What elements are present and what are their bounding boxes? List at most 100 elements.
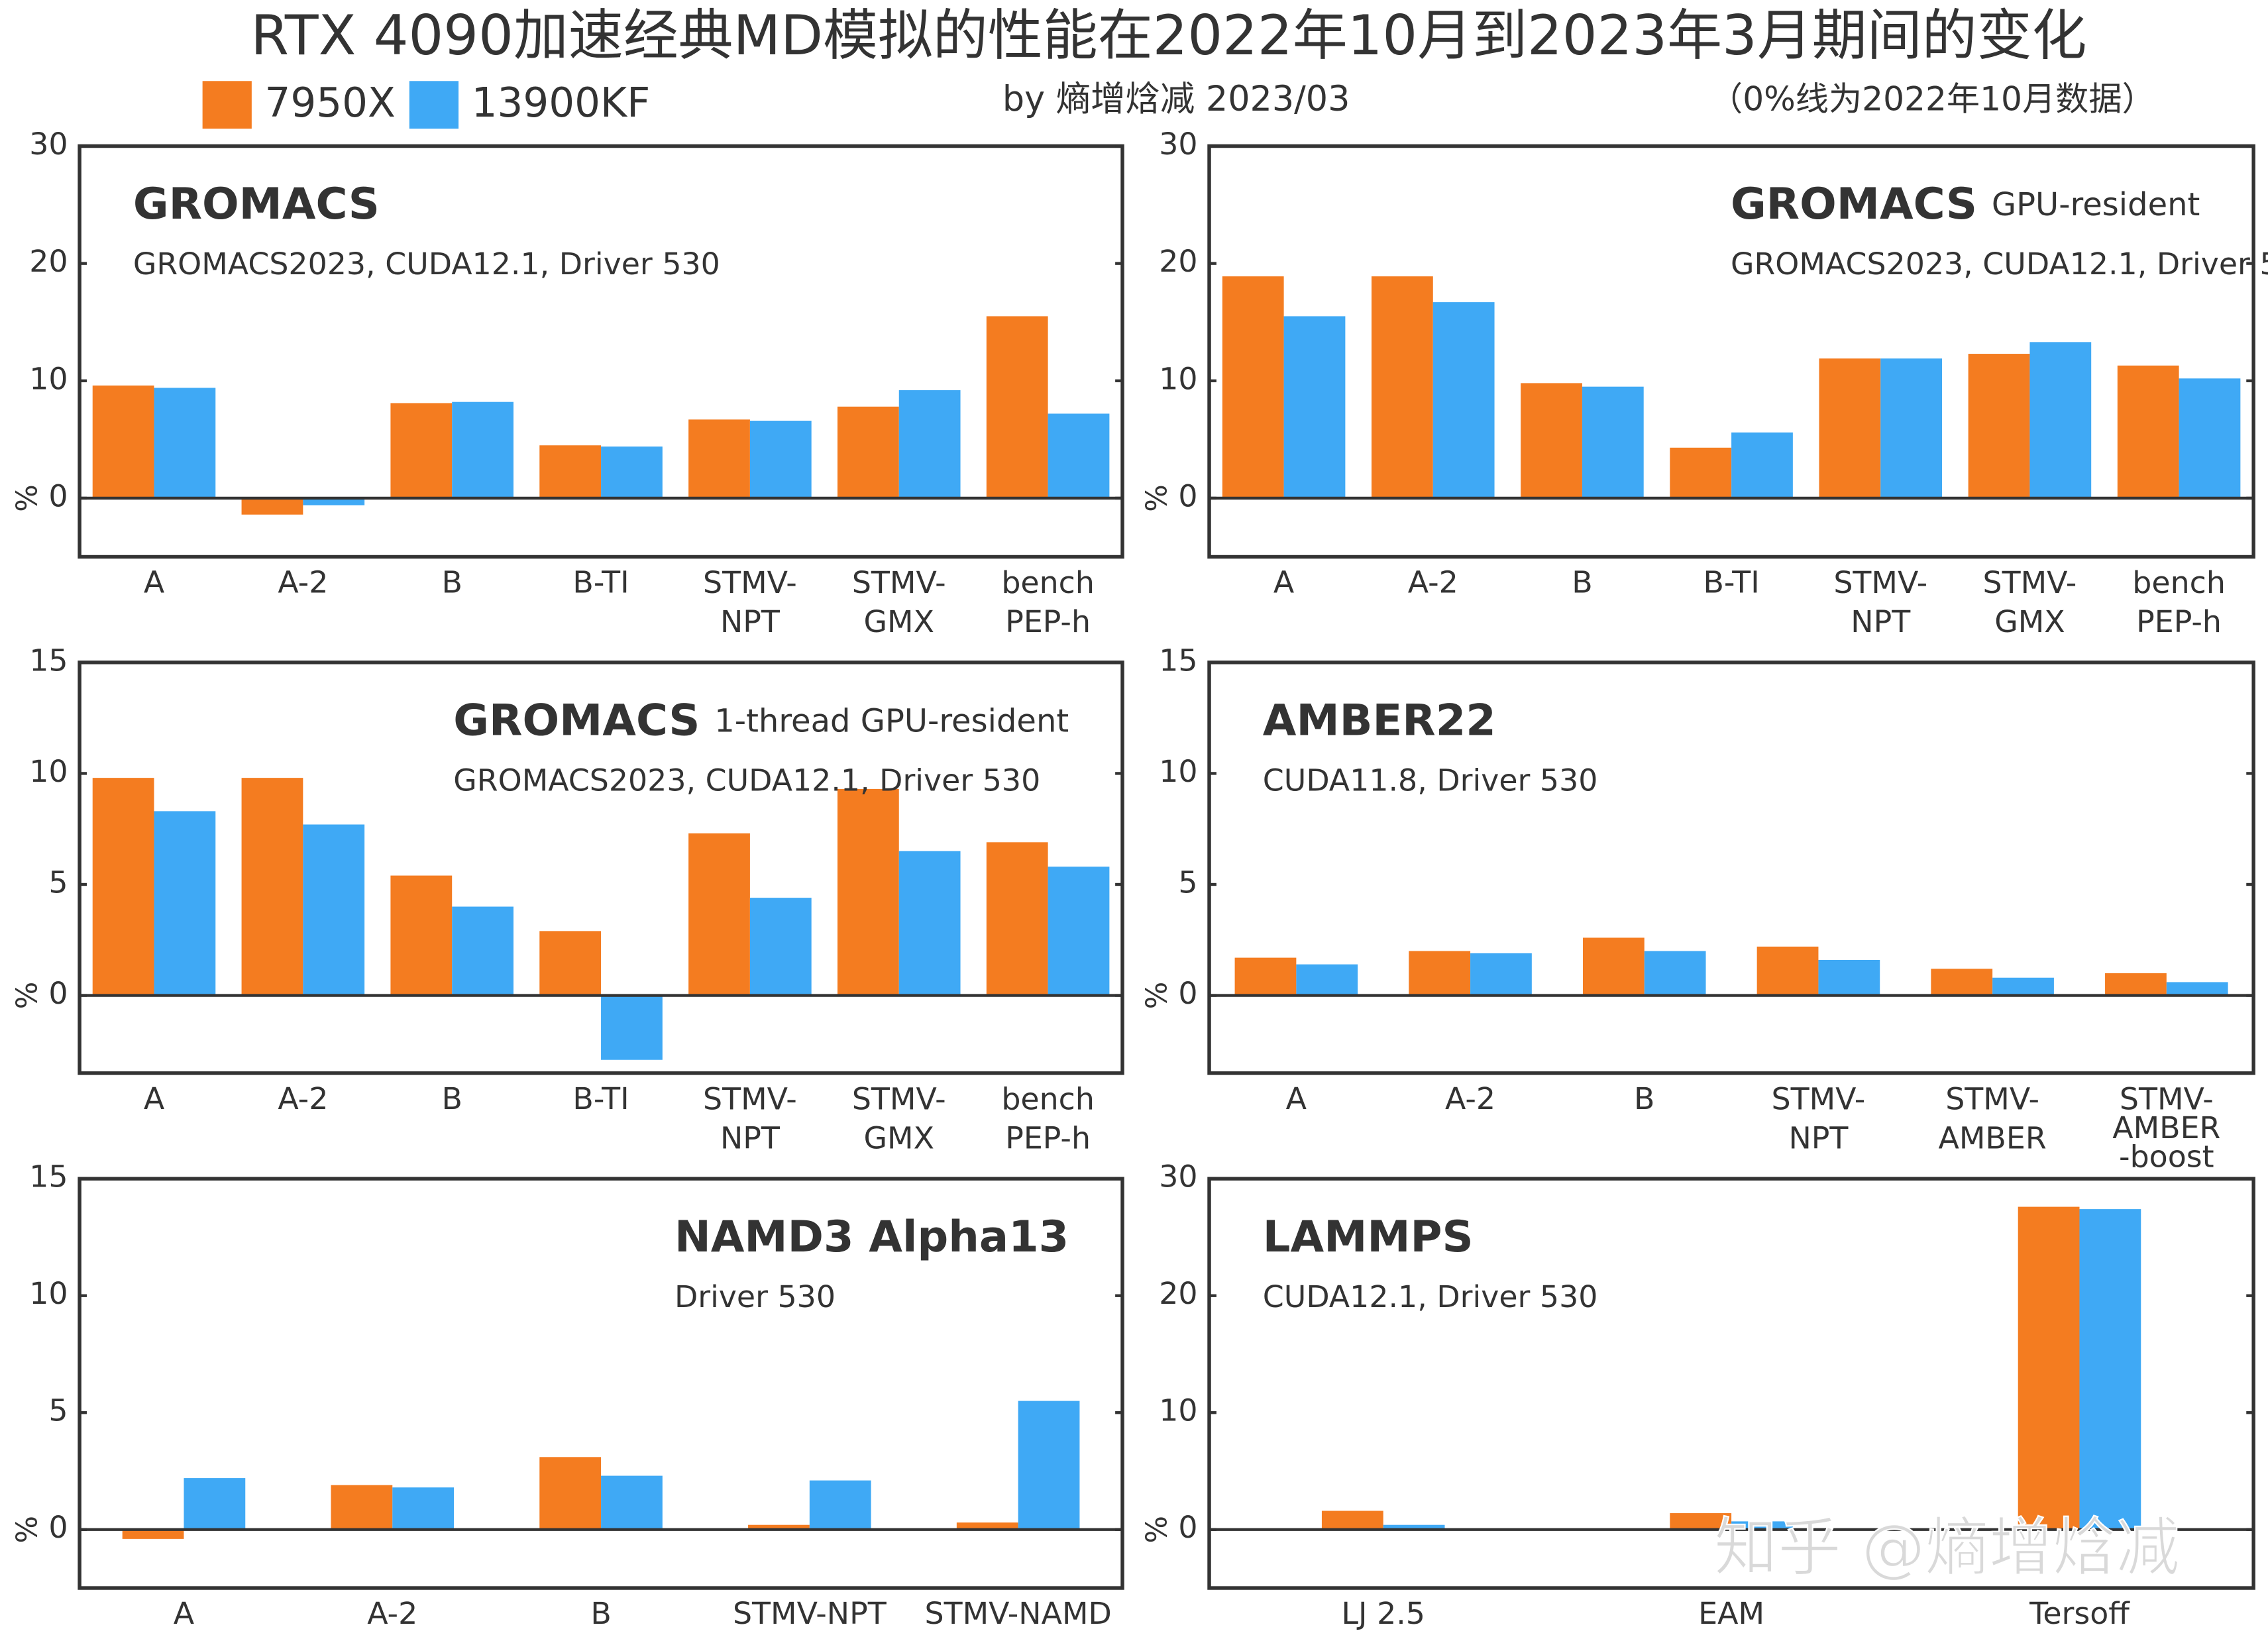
bar xyxy=(1992,977,2054,996)
panels: 0 10 20 30 A A-2 B B-TI STMV-NPT STMV-GMX bench PEP… xyxy=(11,126,2268,1631)
chart-panel: 0 5 10 15 A A-2 B STMV-NPT STMV-AMBER STMV-AMBER -… xyxy=(1140,642,2255,1174)
plot-frame xyxy=(78,1177,1124,1590)
y-axis-label: % xyxy=(11,484,44,511)
panel-title-main: LAMMPS xyxy=(1263,1212,1474,1262)
x-tick-label: A-2 xyxy=(367,1595,417,1631)
x-tick-label: STMV-NPT xyxy=(703,564,797,639)
x-tick-label: A xyxy=(174,1595,194,1631)
panel-title: GROMACS xyxy=(133,179,380,229)
bar xyxy=(749,421,812,498)
bar xyxy=(898,851,961,996)
x-tick-label: STMV-AMBER -boost xyxy=(2112,1081,2220,1174)
bar xyxy=(688,419,750,498)
y-tick-label: 30 xyxy=(29,126,68,162)
bar xyxy=(539,931,602,996)
bar xyxy=(986,316,1048,498)
plot-frame xyxy=(78,661,1124,1075)
panel-subtitle: 1-thread GPU-resident xyxy=(714,703,1069,740)
x-tick-label: B xyxy=(1634,1081,1654,1116)
y-tick-label: 10 xyxy=(29,360,68,396)
x-tick-label: STMV-NPT xyxy=(703,1081,797,1155)
y-axis-label: % xyxy=(1140,484,1174,511)
bar xyxy=(154,811,216,996)
panel-title: GROMACS GPU-resident xyxy=(1731,179,2200,229)
panel-title-main: GROMACS xyxy=(1731,179,1977,229)
y-axis-label: % xyxy=(11,982,44,1009)
y-axis-label: % xyxy=(11,1516,44,1543)
bar xyxy=(1819,358,1881,498)
panel-note: GROMACS2023, CUDA12.1, Driver 530 xyxy=(453,763,1040,798)
plot-frame xyxy=(1207,1177,2255,1590)
baseline-note: （0%线为2022年10月数据） xyxy=(1709,79,2155,118)
bar xyxy=(2079,1209,2141,1530)
bar xyxy=(241,778,303,996)
bar xyxy=(1321,1510,1383,1530)
y-tick-label: 0 xyxy=(1178,478,1197,513)
bar xyxy=(390,403,453,498)
x-tick-label: bench PEP-h xyxy=(2132,564,2226,639)
bar xyxy=(2105,973,2167,996)
x-tick-label: A xyxy=(1273,564,1294,600)
bar xyxy=(1756,946,1819,996)
bar xyxy=(809,1480,871,1530)
x-tick-label: STMV-NAMD xyxy=(924,1595,1111,1631)
x-tick-label: B-TI xyxy=(572,1081,629,1116)
bar xyxy=(1048,867,1110,996)
bar xyxy=(688,833,750,996)
x-tick-label: A-2 xyxy=(278,564,328,600)
x-tick-label: B xyxy=(441,564,462,600)
legend-swatch xyxy=(409,81,459,129)
bar xyxy=(601,446,663,498)
bar xyxy=(2117,365,2179,498)
bar xyxy=(241,498,303,515)
bar xyxy=(1818,959,1880,996)
plot-frame xyxy=(1207,661,2255,1075)
panel-title: GROMACS 1-thread GPU-resident xyxy=(453,696,1069,746)
bar xyxy=(303,498,365,505)
bar xyxy=(2179,378,2241,498)
panel-note: Driver 530 xyxy=(675,1279,836,1314)
x-tick-label: STMV-GMX xyxy=(852,1081,946,1155)
bar xyxy=(1644,951,1706,996)
bar xyxy=(122,1529,184,1539)
bar xyxy=(390,875,453,996)
panel-subtitle: GPU-resident xyxy=(1992,186,2200,223)
bar xyxy=(1968,354,2030,498)
bar xyxy=(2166,982,2228,996)
bar xyxy=(184,1478,246,1530)
bar xyxy=(749,898,812,996)
legend-label: 13900KF xyxy=(472,80,651,127)
figure-title: RTX 4090加速经典MD模拟的性能在2022年10月到2023年3月期间的变… xyxy=(250,3,2086,68)
bar xyxy=(1222,276,1284,498)
x-tick-label: STMV-GMX xyxy=(1983,564,2077,639)
panel-note: CUDA12.1, Driver 530 xyxy=(1263,1279,1598,1314)
watermark: 知乎 @熵增焓减 xyxy=(1714,1510,2180,1585)
bar xyxy=(601,1475,663,1530)
x-tick-label: A xyxy=(1286,1081,1307,1116)
panel-title-main: NAMD3 Alpha13 xyxy=(675,1212,1069,1262)
x-tick-label: A xyxy=(144,1081,164,1116)
bar xyxy=(1521,383,1582,498)
x-tick-label: A-2 xyxy=(1408,564,1458,600)
bar xyxy=(1931,969,1993,996)
y-tick-label: 5 xyxy=(48,1393,68,1428)
bar xyxy=(92,778,154,996)
x-tick-label: STMV-NPT xyxy=(1772,1081,1866,1155)
y-tick-label: 10 xyxy=(29,753,68,789)
y-tick-label: 20 xyxy=(1159,243,1197,279)
byline: by 熵增焓减 2023/03 xyxy=(1002,79,1350,119)
y-tick-label: 0 xyxy=(1178,1509,1197,1545)
y-tick-label: 10 xyxy=(29,1275,68,1311)
bar xyxy=(748,1524,810,1530)
x-tick-label: Tersoff xyxy=(2029,1595,2130,1631)
x-tick-label: STMV-NPT xyxy=(733,1595,887,1631)
bar xyxy=(837,788,899,996)
bar xyxy=(452,906,513,996)
y-tick-label: 0 xyxy=(1178,975,1197,1011)
bar xyxy=(92,385,154,498)
x-tick-label: B-TI xyxy=(1703,564,1759,600)
bar xyxy=(1018,1401,1080,1530)
bar xyxy=(1582,386,1644,498)
